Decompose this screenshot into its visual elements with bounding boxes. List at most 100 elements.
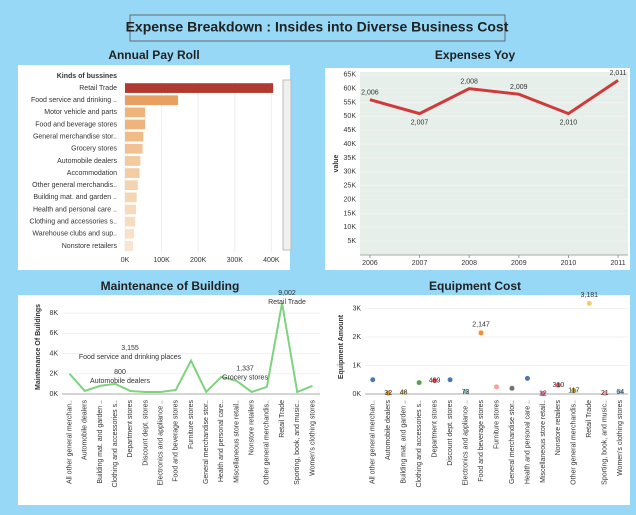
- value-label: 3,181: [581, 292, 599, 299]
- bar: [125, 180, 138, 191]
- x-tick-label: Food and beverage stores: [478, 400, 485, 482]
- y-tick-label: 15K: [344, 210, 357, 217]
- point: [540, 391, 546, 397]
- y-tick-label: 25K: [344, 183, 357, 190]
- y-tick-label: 40K: [344, 141, 357, 148]
- bar: [125, 107, 146, 118]
- point: [494, 384, 499, 390]
- y-tick-label: 5K: [347, 238, 356, 245]
- x-tick-label: Furniture stores: [493, 400, 500, 450]
- value-label: 21: [601, 390, 609, 397]
- x-tick-label: General merchandise stor..: [203, 400, 210, 484]
- bar: [125, 131, 144, 142]
- x-tick-label: Nonstore retailers: [555, 400, 562, 456]
- annotation-text: Grocery stores: [222, 374, 268, 381]
- x-tick-label: Building mat. and garden ..: [97, 400, 104, 484]
- panel: [18, 295, 325, 505]
- value-label: 12: [539, 391, 547, 398]
- y-tick-label: 60K: [344, 85, 357, 92]
- value-label: 48: [400, 389, 408, 396]
- y-axis-label: value: [333, 154, 340, 172]
- x-tick-label: Other general merchandis..: [571, 400, 578, 485]
- value-label: 32: [384, 390, 392, 397]
- value-label: 310: [553, 382, 565, 389]
- x-tick-label: Health and personal care ..: [524, 400, 531, 484]
- x-tick-label: Food and beverage stores: [173, 400, 180, 482]
- y-tick-label: 65K: [344, 72, 357, 79]
- y-tick-label: 0K: [352, 391, 361, 398]
- y-tick-label: General merchandise stor..: [33, 133, 117, 140]
- x-tick-label: 2007: [412, 260, 428, 267]
- y-tick-label: Grocery stores: [71, 146, 117, 153]
- line: [68, 302, 313, 394]
- x-tick-label: 400K: [263, 257, 280, 264]
- point-label: 2,009: [510, 84, 528, 91]
- point-label: 2,010: [560, 119, 578, 126]
- value-label: 469: [429, 377, 441, 384]
- x-tick-label: Building mat. and garden ..: [401, 400, 408, 484]
- chart-title: Maintenance of Building: [101, 279, 240, 293]
- point: [524, 375, 530, 381]
- y-tick-label: 30K: [344, 169, 357, 176]
- point: [432, 378, 438, 384]
- x-tick-label: Electronics and appliance ..: [157, 400, 164, 486]
- x-tick-label: 200K: [190, 257, 207, 264]
- point: [555, 382, 561, 388]
- x-tick-label: Department stores: [431, 400, 438, 458]
- point-label: 2,008: [460, 78, 478, 85]
- x-tick-label: 100K: [153, 257, 170, 264]
- annotation-value: 1,337: [236, 365, 254, 372]
- y-tick-label: Food service and drinking ..: [31, 97, 117, 104]
- dashboard-title: Expense Breakdown : Insides into Diverse…: [126, 19, 509, 35]
- x-tick-label: Discount dept. stores: [447, 400, 454, 466]
- x-tick-label: Automobile dealers: [385, 400, 392, 460]
- point-label: 2,011: [610, 70, 627, 77]
- bar: [125, 228, 135, 239]
- point-label: 2,006: [361, 90, 379, 97]
- y-tick-label: Automobile dealers: [57, 158, 117, 165]
- annotation-value: 3,155: [121, 345, 139, 352]
- x-tick-label: Nonstore retailers: [249, 400, 256, 456]
- point: [509, 385, 515, 391]
- x-tick-label: Miscellaneous store retail..: [540, 400, 547, 483]
- y-tick-label: Building mat. and garden ..: [33, 194, 117, 201]
- x-tick-label: Miscellaneous store retail..: [233, 400, 240, 483]
- point: [416, 380, 422, 386]
- point: [463, 389, 469, 395]
- x-tick-label: Discount dept. stores: [142, 400, 149, 466]
- bar: [125, 119, 146, 130]
- point: [447, 377, 453, 383]
- point: [478, 330, 484, 336]
- bar: [125, 83, 274, 93]
- x-tick-label: Furniture stores: [188, 400, 195, 450]
- scrollbar: [282, 79, 292, 251]
- bar: [125, 216, 136, 227]
- x-tick-label: General merchandise stor..: [509, 400, 516, 484]
- y-tick-label: 6K: [49, 330, 58, 337]
- point: [617, 389, 623, 395]
- value-label: 73: [462, 389, 470, 396]
- y-tick-label: 10K: [344, 224, 357, 231]
- x-tick-label: All other general merchan..: [66, 400, 73, 484]
- y-tick-label: 20K: [344, 196, 357, 203]
- y-tick-label: Accommodation: [67, 170, 117, 177]
- x-tick-label: Clothing and accessories s..: [416, 400, 423, 488]
- bar: [125, 168, 140, 178]
- x-tick-label: Sporting, book, and music..: [294, 400, 301, 485]
- y-tick-label: Warehouse clubs and sup..: [32, 231, 117, 238]
- y-tick-label: 0K: [49, 391, 58, 398]
- point: [586, 300, 592, 306]
- x-tick-label: Women's clothing stores: [309, 400, 316, 476]
- x-tick-label: 2010: [561, 260, 577, 267]
- x-tick-label: 300K: [227, 257, 244, 264]
- y-tick-label: Nonstore retailers: [62, 243, 118, 250]
- chart-title: Annual Pay Roll: [108, 48, 199, 62]
- value-label: 117: [568, 388, 579, 395]
- y-axis-label: Equipment Amount: [338, 314, 345, 379]
- bar: [125, 204, 136, 215]
- chart-title: Equipment Cost: [429, 279, 521, 293]
- bar: [125, 143, 143, 154]
- annotation-value: 9,002: [278, 290, 296, 297]
- bar: [125, 156, 141, 166]
- value-label: 64: [616, 389, 624, 396]
